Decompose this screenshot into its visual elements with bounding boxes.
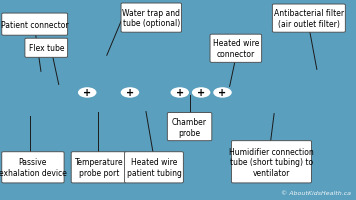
Circle shape [213,88,232,98]
FancyBboxPatch shape [2,14,68,36]
Text: Temperature
probe port: Temperature probe port [74,158,123,177]
Text: +: + [176,88,184,98]
Text: Water trap and
tube (optional): Water trap and tube (optional) [122,9,180,28]
Text: Patient connector: Patient connector [1,21,68,29]
Text: +: + [126,88,134,98]
FancyBboxPatch shape [167,113,212,141]
FancyBboxPatch shape [25,39,68,58]
Circle shape [192,88,210,98]
FancyBboxPatch shape [2,152,64,183]
Text: +: + [197,88,205,98]
FancyBboxPatch shape [272,5,345,33]
Text: Chamber
probe: Chamber probe [172,117,207,137]
Text: +: + [83,88,91,98]
Circle shape [171,88,189,98]
FancyBboxPatch shape [125,152,183,183]
FancyBboxPatch shape [121,4,182,33]
Text: Heated wire
connector: Heated wire connector [213,39,259,59]
Text: Antibacterial filter
(air outlet filter): Antibacterial filter (air outlet filter) [274,9,344,29]
FancyBboxPatch shape [210,35,262,63]
Text: Passive
exhalation device: Passive exhalation device [0,158,67,177]
Circle shape [78,88,96,98]
FancyBboxPatch shape [231,141,312,183]
FancyBboxPatch shape [71,152,126,183]
Text: +: + [219,88,226,98]
Text: Humidifier connection
tube (short tubing) to
ventilator: Humidifier connection tube (short tubing… [229,147,314,177]
Text: Heated wire
patient tubing: Heated wire patient tubing [126,158,182,177]
Circle shape [121,88,139,98]
Text: © AboutKidsHealth.ca: © AboutKidsHealth.ca [281,190,351,195]
Text: Flex tube: Flex tube [28,44,64,53]
